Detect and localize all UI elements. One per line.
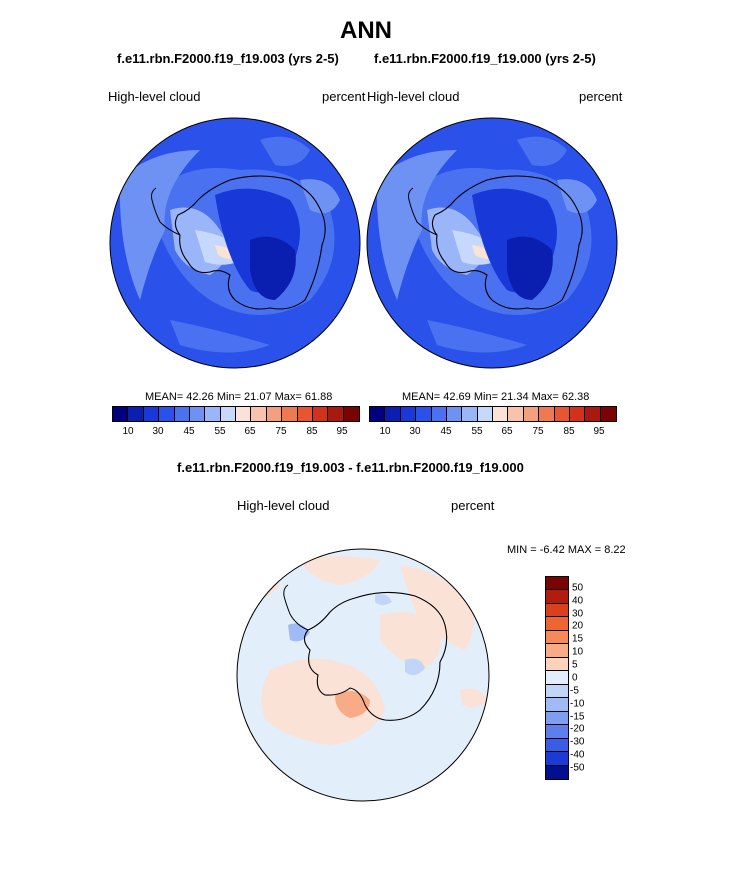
left-cbar-tick: 45 [183,426,195,437]
diff-cbar-tick: -30 [570,736,585,748]
diff-cbar-tick: -40 [570,749,585,761]
left-cbar-tick: 55 [214,426,226,437]
left-cbar-tick: 10 [122,426,134,437]
diff-cbar-tick: -50 [570,762,585,774]
right-variable-label: High-level cloud [367,89,460,104]
diff-cbar-tick: 20 [572,620,584,632]
diff-cbar-tick: -10 [570,698,585,710]
right-cbar-tick: 30 [409,426,421,437]
right-colorbar [369,406,617,422]
diff-cbar-tick: 15 [572,633,584,645]
diff-cbar-tick: 0 [572,672,578,684]
right-cbar-tick: 10 [379,426,391,437]
left-stats: MEAN= 42.26 Min= 21.07 Max= 61.88 [145,391,333,403]
diff-panel-title: f.e11.rbn.F2000.f19_f19.003 - f.e11.rbn.… [177,460,524,475]
right-cbar-tick: 75 [532,426,544,437]
right-cbar-tick: 45 [440,426,452,437]
left-panel-title: f.e11.rbn.F2000.f19_f19.003 (yrs 2-5) [117,51,339,66]
left-cbar-tick: 85 [306,426,318,437]
right-cbar-tick: 55 [471,426,483,437]
diff-cbar-tick: -5 [570,685,579,697]
diff-cbar-tick: 30 [572,608,584,620]
diff-cbar-tick: 10 [572,646,584,658]
left-cbar-tick: 95 [336,426,348,437]
right-stats: MEAN= 42.69 Min= 21.34 Max= 62.38 [402,391,590,403]
diff-cbar-tick: -15 [570,711,585,723]
right-units-label: percent [579,89,623,104]
diff-cbar-tick: 5 [572,659,578,671]
diff-colorbar [545,576,569,780]
left-variable-label: High-level cloud [108,89,201,104]
left-units-label: percent [322,89,366,104]
diff-units-label: percent [451,498,495,513]
right-cbar-tick: 95 [593,426,605,437]
right-cbar-tick: 65 [501,426,513,437]
diff-variable-label: High-level cloud [237,498,330,513]
diff-stats: MIN = -6.42 MAX = 8.22 [507,544,626,556]
diff-cbar-tick: 40 [572,595,584,607]
left-cbar-tick: 65 [244,426,256,437]
diff-cbar-tick: 50 [572,582,584,594]
left-cbar-tick: 30 [152,426,164,437]
right-cbar-tick: 85 [563,426,575,437]
left-colorbar [112,406,360,422]
page-title: ANN [340,17,392,44]
right-panel-title: f.e11.rbn.F2000.f19_f19.000 (yrs 2-5) [374,51,596,66]
diff-cbar-tick: -20 [570,723,585,735]
left-cbar-tick: 75 [275,426,287,437]
